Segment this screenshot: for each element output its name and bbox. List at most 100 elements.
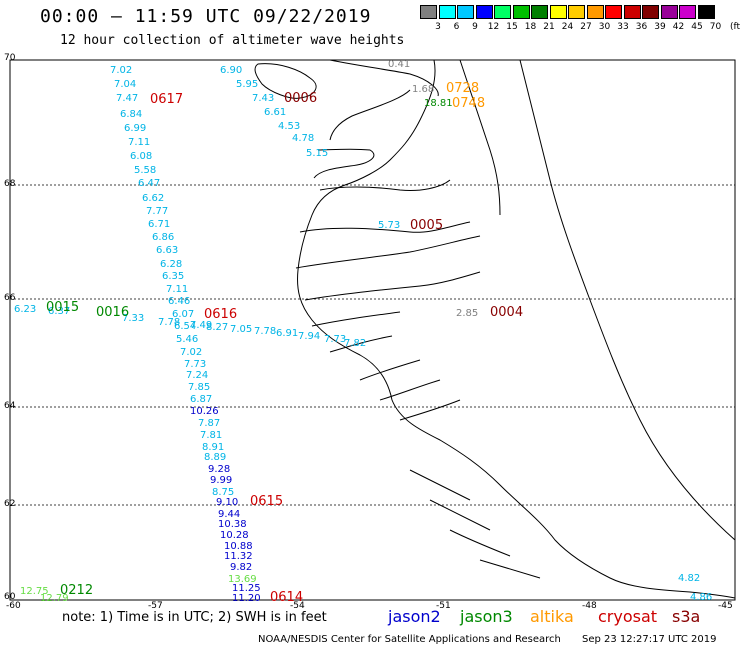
pass-time-label: 0614	[270, 590, 303, 605]
legend-swatch	[623, 5, 641, 19]
wave-height-value: 6.35	[162, 271, 184, 282]
wave-height-value: 6.71	[148, 219, 170, 230]
legend-label: 15	[506, 22, 518, 32]
wave-height-value: 4.86	[690, 592, 712, 603]
satellite-jason2: jason2	[388, 607, 441, 626]
wave-height-value: 7.49	[190, 320, 212, 331]
wave-height-value: 7.78	[254, 326, 276, 337]
wave-height-value: 7.82	[344, 338, 366, 349]
wave-height-value: 9.28	[208, 464, 230, 475]
pass-time-label: 0004	[490, 305, 523, 320]
legend-label: 9	[472, 22, 478, 32]
wave-height-value: 7.47	[116, 93, 138, 104]
lat-label: 68	[4, 179, 16, 189]
wave-height-value: 11.32	[224, 551, 253, 562]
wave-height-value: 13.69	[228, 574, 257, 585]
legend-swatch	[679, 5, 696, 19]
wave-height-value: 7.33	[122, 313, 144, 324]
wave-height-value: 8.91	[202, 442, 224, 453]
wave-height-value: 7.81	[200, 430, 222, 441]
coast-south-fjords	[409, 469, 541, 579]
wave-height-value: 5.15	[306, 148, 328, 159]
wave-height-value: 5.58	[134, 165, 156, 176]
wave-height-value: 6.91	[276, 328, 298, 339]
lon-label: -51	[436, 601, 451, 611]
legend-swatch	[438, 5, 456, 19]
wave-height-value: 7.77	[146, 206, 168, 217]
legend-label: 12	[487, 22, 500, 32]
legend-swatch	[512, 5, 530, 19]
lon-label: -45	[718, 601, 733, 611]
legend-label: 3	[435, 22, 441, 32]
wave-height-value: 6.99	[124, 123, 146, 134]
legend-label: 6	[453, 22, 460, 32]
satellite-altika: altika	[530, 607, 574, 626]
lat-label: 64	[4, 401, 16, 411]
wave-height-value: 8.27	[206, 322, 228, 333]
wave-height-value: 9.99	[210, 475, 232, 486]
wave-height-value: 11.25	[232, 583, 261, 594]
wave-height-value: 6.07	[172, 309, 194, 320]
map-frame	[9, 59, 736, 601]
observation-layer: 7.02 7.04 7.47 6.84 6.99 7.11 6.08 5.58 6.47 6.62…	[14, 59, 712, 604]
wave-height-value: 6.90	[220, 65, 242, 76]
graticule	[10, 184, 735, 506]
legend-swatch	[660, 5, 678, 19]
wave-height-value: 6.84	[120, 109, 142, 120]
timestamp: Sep 23 12:27:17 UTC 2019	[582, 634, 717, 645]
legend-label: 30	[598, 22, 611, 32]
pass-time-label: 0616	[204, 307, 237, 322]
wave-height-value: 4.78	[292, 133, 314, 144]
wave-height-value: 8.89	[204, 452, 226, 463]
lon-label: -48	[582, 601, 597, 611]
wave-height-value: 10.38	[218, 519, 247, 530]
legend-swatch	[642, 5, 659, 19]
wave-height-value: 6.08	[130, 151, 152, 162]
footer-note: note: 1) Time is in UTC; 2) SWH is in fe…	[62, 610, 327, 625]
legend-swatch	[586, 5, 604, 19]
wave-height-value: 6.61	[264, 107, 286, 118]
pass-time-label: 0617	[150, 92, 183, 107]
pass-time-label: 0016	[96, 305, 129, 320]
lon-label: -54	[290, 601, 305, 611]
coast-inland-outline	[459, 59, 736, 541]
legend-swatch	[494, 5, 511, 19]
wave-height-value: 7.24	[186, 370, 208, 381]
map-title: 00:00 – 11:59 UTC 09/22/2019	[40, 6, 372, 27]
greenland-coastline	[254, 59, 736, 599]
legend-label: 27	[580, 22, 592, 32]
legend-label: 70	[709, 22, 722, 32]
wave-height-value: 5.73	[378, 220, 400, 231]
wave-height-value: 7.05	[230, 324, 252, 335]
coast-island-north	[254, 63, 317, 99]
pass-time-label: 0006	[284, 91, 317, 106]
lat-label: 66	[4, 293, 16, 303]
lat-label: 60	[4, 592, 16, 602]
legend-swatch	[457, 5, 474, 19]
map-subtitle: 12 hour collection of altimeter wave hei…	[60, 33, 405, 48]
legend-swatch	[549, 5, 567, 19]
wave-height-value: 6.63	[156, 245, 178, 256]
wave-height-value: 7.11	[166, 284, 188, 295]
pass-time-label: 0015	[46, 300, 79, 315]
wave-height-value: 4.82	[678, 573, 700, 584]
legend-swatch	[420, 5, 437, 19]
wave-height-value: 6.54	[174, 321, 196, 332]
wave-height-value: 7.87	[198, 418, 220, 429]
wave-height-value: 7.73	[184, 359, 206, 370]
legend-swatch	[531, 5, 548, 19]
lat-label: 70	[4, 53, 16, 63]
wave-height-value: 5.95	[236, 79, 258, 90]
wave-height-value: 11.20	[232, 593, 261, 604]
wave-height-value: 7.73	[324, 334, 346, 345]
wave-height-value: 10.28	[220, 530, 249, 541]
wave-height-value: 7.94	[298, 331, 320, 342]
lon-label: -60	[6, 601, 21, 611]
legend-label: 39	[654, 22, 666, 32]
pass-time-label: 0748	[452, 96, 485, 111]
legend-swatch	[697, 5, 715, 19]
wave-height-value: 10.88	[224, 541, 253, 552]
wave-height-value: 9.10	[216, 497, 238, 508]
pass-time-label: 0212	[60, 583, 93, 598]
wave-height-value: 7.85	[188, 382, 210, 393]
